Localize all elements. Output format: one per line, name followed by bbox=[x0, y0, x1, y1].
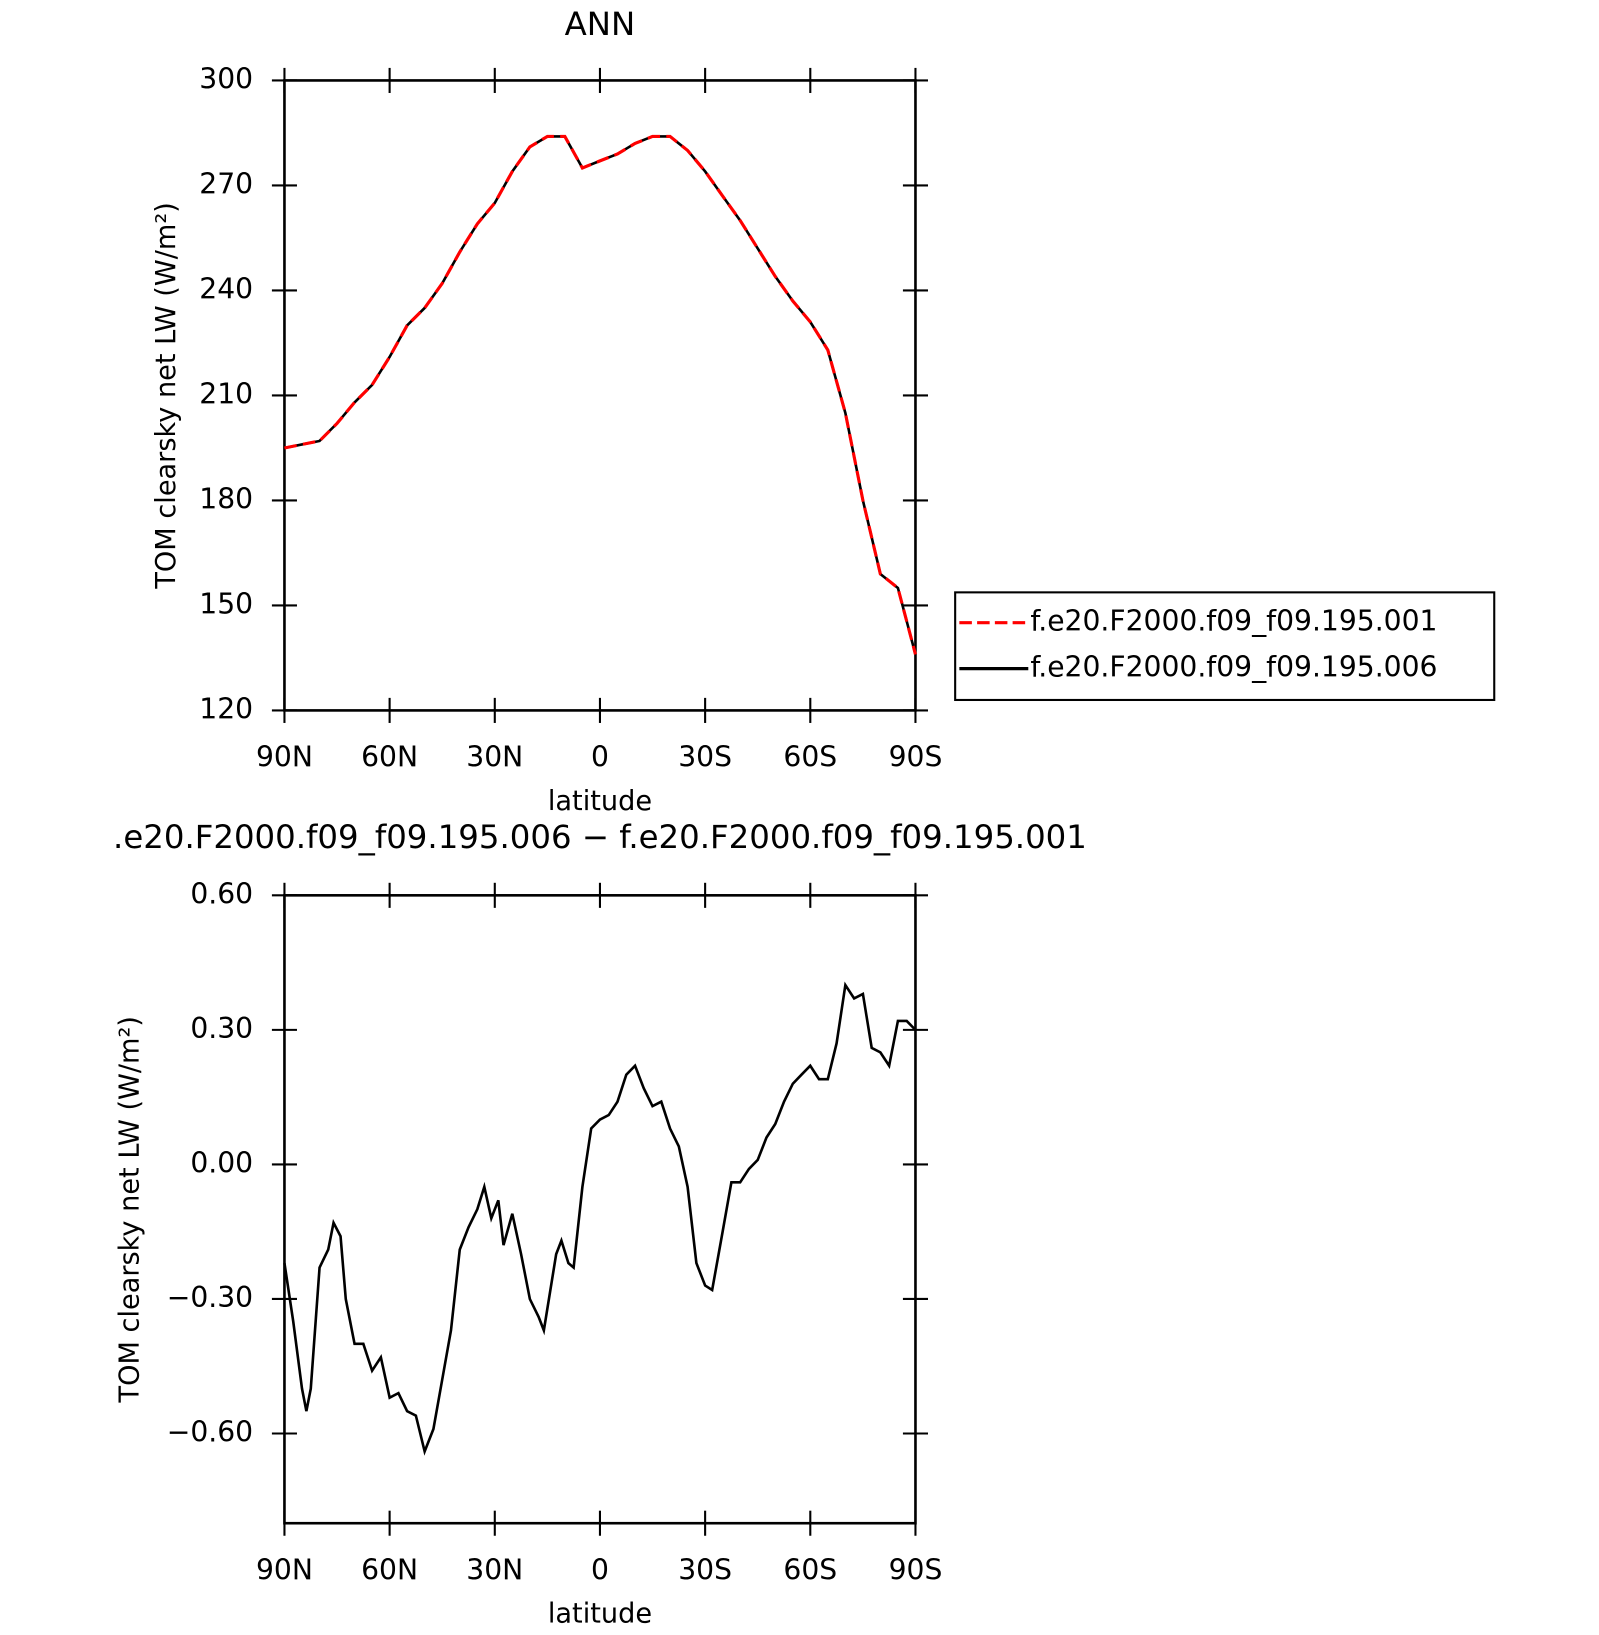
series-line bbox=[283, 981, 917, 1456]
x-tick-label: 90S bbox=[889, 740, 943, 773]
series-line bbox=[284, 134, 917, 655]
y-tick-label: 0.60 bbox=[190, 877, 253, 910]
x-tick-label: 60S bbox=[783, 1553, 837, 1586]
chart-title: ANN bbox=[565, 5, 636, 43]
x-tick-label: 60N bbox=[361, 1553, 418, 1586]
x-tick-label: 60N bbox=[361, 740, 418, 773]
legend: f.e20.F2000.f09_f09.195.001 f.e20.F2000.f… bbox=[954, 591, 1496, 702]
y-tick-label: 300 bbox=[199, 62, 253, 95]
plot-frame bbox=[283, 894, 917, 1525]
y-tick-label: −0.30 bbox=[167, 1281, 253, 1314]
x-tick-label: 90S bbox=[889, 1553, 943, 1586]
x-axis-label: latitude bbox=[548, 786, 652, 817]
x-tick-label: 60S bbox=[783, 740, 837, 773]
legend-label: f.e20.F2000.f09_f09.195.006 bbox=[1030, 651, 1437, 684]
series-line bbox=[284, 135, 917, 655]
x-axis-label: latitude bbox=[548, 1599, 652, 1630]
x-tick-label: 90N bbox=[256, 740, 313, 773]
legend-box bbox=[954, 591, 1496, 702]
y-tick-label: 120 bbox=[199, 692, 253, 725]
plot-frame bbox=[283, 79, 917, 712]
x-tick-label: 0 bbox=[591, 740, 609, 773]
x-tick-label: 30S bbox=[678, 740, 732, 773]
y-tick-label: 150 bbox=[199, 587, 253, 620]
y-axis-label: TOM clearsky net LW (W/m²) bbox=[151, 202, 182, 589]
y-tick-label: 270 bbox=[199, 167, 253, 200]
x-tick-label: 30N bbox=[466, 1553, 523, 1586]
x-tick-label: 90N bbox=[256, 1553, 313, 1586]
y-tick-label: 210 bbox=[199, 377, 253, 410]
x-tick-label: 30S bbox=[678, 1553, 732, 1586]
legend-label: f.e20.F2000.f09_f09.195.001 bbox=[1030, 605, 1437, 638]
y-tick-label: 240 bbox=[199, 272, 253, 305]
y-tick-label: 180 bbox=[199, 482, 253, 515]
y-tick-label: −0.60 bbox=[167, 1416, 253, 1449]
y-tick-label: 0.30 bbox=[190, 1012, 253, 1045]
x-tick-label: 30N bbox=[466, 740, 523, 773]
chart-title: .e20.F2000.f09_f09.195.006 − f.e20.F2000… bbox=[113, 818, 1087, 856]
y-axis-label: TOM clearsky net LW (W/m²) bbox=[114, 1016, 145, 1403]
x-tick-label: 0 bbox=[591, 1553, 609, 1586]
y-tick-label: 0.00 bbox=[190, 1146, 253, 1179]
